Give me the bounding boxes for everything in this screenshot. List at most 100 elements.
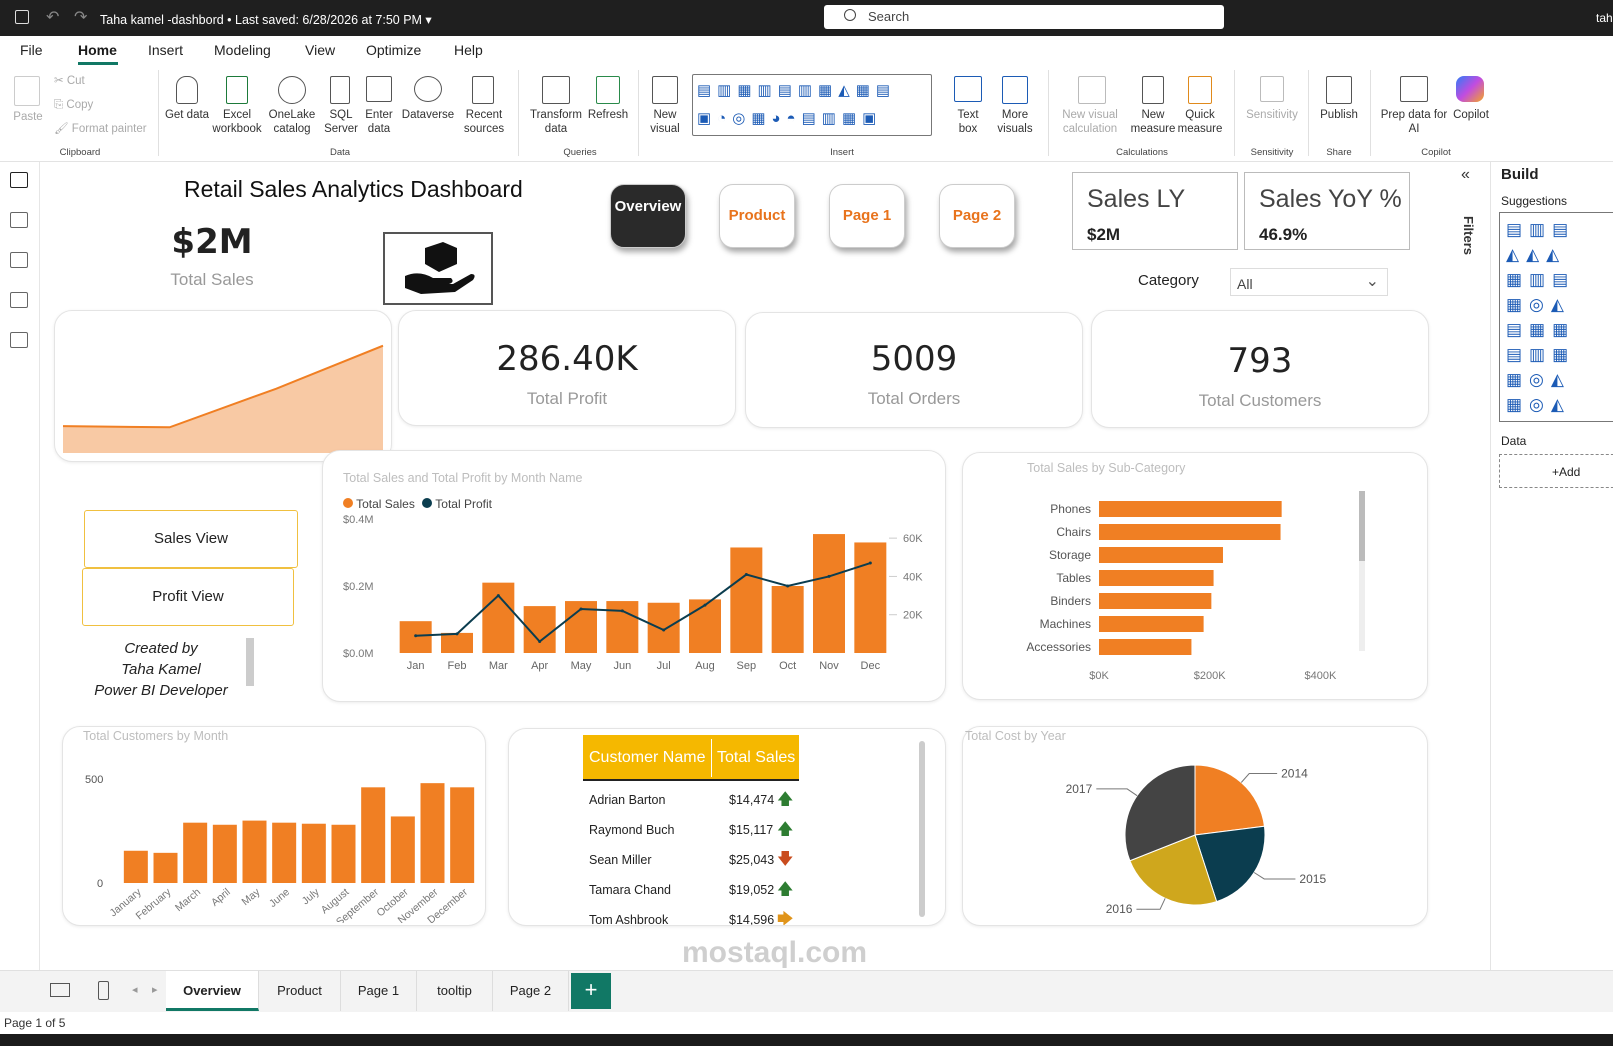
table-row[interactable]: Adrian Barton $14,474 🡅 xyxy=(583,785,799,815)
category-label: Binders xyxy=(1050,594,1091,608)
total-orders-card[interactable]: 5009 Total Orders xyxy=(745,312,1083,428)
collapse-icon[interactable]: « xyxy=(1461,166,1470,183)
table-row[interactable]: Raymond Buch $15,117 🡅 xyxy=(583,815,799,845)
mobile-layout-icon[interactable] xyxy=(98,981,109,1000)
get-data-button[interactable]: Get data xyxy=(164,109,210,121)
build-title: Build xyxy=(1501,166,1539,183)
format-painter-button[interactable]: 🖌 Format painter xyxy=(54,123,147,135)
enter-data-button[interactable]: Enter data xyxy=(365,109,393,135)
header-customer-name[interactable]: Customer Name xyxy=(589,749,706,766)
status-bar: Page 1 of 5 xyxy=(0,1012,1613,1034)
menu-file[interactable]: File xyxy=(20,42,43,58)
desktop-layout-icon[interactable] xyxy=(50,983,70,997)
y-tick-label: 500 xyxy=(85,774,103,786)
prep-data-ai-button[interactable]: Prep data for AI xyxy=(1380,109,1448,135)
menu-view[interactable]: View xyxy=(305,42,336,58)
category-label: Tables xyxy=(1056,571,1091,585)
text-box-button[interactable]: Text box xyxy=(957,109,979,135)
profit-point xyxy=(455,632,459,636)
nav-page2-button[interactable]: Page 2 xyxy=(939,184,1015,248)
customer-table-card[interactable]: Customer Name Total Sales Adrian Barton $… xyxy=(508,728,946,926)
sales-profit-month-title: Total Sales and Total Profit by Month Na… xyxy=(343,471,583,485)
more-visuals-button[interactable]: More visuals xyxy=(997,109,1033,135)
new-visual-icon xyxy=(652,76,678,104)
table-row[interactable]: Tom Ashbrook $14,596 🡆 xyxy=(583,905,799,925)
pie-leader-line xyxy=(1096,788,1138,797)
copilot-button[interactable]: Copilot xyxy=(1453,109,1489,121)
sales-view-button[interactable]: Sales View xyxy=(84,510,298,568)
model-view-icon[interactable] xyxy=(10,252,28,268)
category-slicer[interactable]: All ⌄ xyxy=(1230,268,1388,296)
nav-product-button[interactable]: Product xyxy=(719,184,795,248)
sales-profit-month-card[interactable]: Total Sales and Total Profit by Month Na… xyxy=(322,450,946,702)
tab-page1[interactable]: Page 1 xyxy=(341,971,417,1011)
profit-view-button[interactable]: Profit View xyxy=(82,568,294,626)
x-tick-label: Oct xyxy=(779,660,796,672)
header-total-sales[interactable]: Total Sales xyxy=(717,749,796,766)
cut-button[interactable]: ✂ Cut xyxy=(54,75,85,87)
table-row[interactable]: Tamara Chand $19,052 🡅 xyxy=(583,875,799,905)
nav-page1-button[interactable]: Page 1 xyxy=(829,184,905,248)
dax-query-icon[interactable] xyxy=(10,292,28,308)
category-label: Machines xyxy=(1040,617,1091,631)
paste-button[interactable]: Paste xyxy=(13,111,43,123)
new-visual-button[interactable]: New visual xyxy=(650,109,680,135)
tab-product[interactable]: Product xyxy=(259,971,341,1011)
table-view-icon[interactable] xyxy=(10,212,28,228)
sensitivity-button[interactable]: Sensitivity xyxy=(1246,109,1298,121)
build-pane: « Filters Build Suggestions ▤▥▤ ◭◭◭ ▦▥▤ … xyxy=(1461,162,1613,1012)
redo-icon[interactable]: ↷ xyxy=(74,9,88,26)
customers-month-card[interactable]: Total Customers by Month 500 0 January Febr… xyxy=(62,726,486,926)
table-scrollbar[interactable] xyxy=(919,741,925,917)
sql-server-button[interactable]: SQL Server xyxy=(324,109,358,135)
sales-yoy-value: 46.9% xyxy=(1259,225,1308,244)
recent-sources-button[interactable]: Recent sources xyxy=(463,109,505,135)
more-visuals-icon xyxy=(1002,76,1028,104)
tab-scroll-left-icon[interactable]: ◂ xyxy=(132,984,138,996)
quick-measure-button[interactable]: Quick measure xyxy=(1177,109,1223,135)
refresh-button[interactable]: Refresh xyxy=(587,109,629,121)
visual-gallery[interactable]: ▤▥▦▥▤▥▦◭▦▤ ▣◔◎▦◕◓▤▥▦▣ xyxy=(692,74,932,136)
os-taskbar xyxy=(0,1034,1613,1046)
search-box[interactable]: Search xyxy=(824,5,1224,29)
copy-button[interactable]: ⎘ Copy xyxy=(54,99,94,111)
subcategory-scrollbar[interactable] xyxy=(1359,491,1365,651)
transform-data-button[interactable]: Transform data xyxy=(530,109,582,135)
suggestions-label: Suggestions xyxy=(1501,194,1568,208)
tab-overview[interactable]: Overview xyxy=(166,971,259,1011)
subcategory-scroll-thumb[interactable] xyxy=(1359,491,1365,561)
tab-page2[interactable]: Page 2 xyxy=(493,971,569,1011)
nav-overview-button[interactable]: Overview xyxy=(610,184,686,248)
menu-insert[interactable]: Insert xyxy=(148,42,184,58)
visualization-gallery[interactable]: ▤▥▤ ◭◭◭ ▦▥▤ ▦◎◭ ▤▦▦ ▤▥▦ ▦◎◭ ▦◎◭ xyxy=(1499,212,1613,422)
undo-icon[interactable]: ↶ xyxy=(46,9,60,26)
user-name[interactable]: tah xyxy=(1596,11,1613,25)
new-measure-button[interactable]: New measure xyxy=(1130,109,1176,135)
publish-button[interactable]: Publish xyxy=(1320,109,1358,121)
menu-modeling[interactable]: Modeling xyxy=(214,42,271,58)
dataverse-button[interactable]: Dataverse xyxy=(401,109,455,121)
tmdl-view-icon[interactable] xyxy=(10,332,28,348)
total-customers-card[interactable]: 793 Total Customers xyxy=(1091,310,1429,428)
total-profit-card[interactable]: 286.40K Total Profit xyxy=(398,310,736,426)
cost-year-card[interactable]: Total Cost by Year 2014 2015 2016 2017 xyxy=(962,726,1428,926)
x-tick-label: April xyxy=(209,886,233,909)
add-page-button[interactable]: + xyxy=(571,973,611,1009)
add-data-button[interactable]: +Add xyxy=(1499,454,1613,488)
credit-scrollbar[interactable] xyxy=(246,638,254,686)
menu-home[interactable]: Home xyxy=(78,42,117,58)
tab-tooltip[interactable]: tooltip xyxy=(417,971,493,1011)
save-icon[interactable] xyxy=(15,10,29,24)
excel-workbook-button[interactable]: Excel workbook xyxy=(212,109,262,135)
customer-bar xyxy=(153,852,178,883)
sales-subcategory-card[interactable]: Total Sales by Sub-Category Phones Chairs… xyxy=(962,452,1428,700)
filters-tab[interactable]: Filters xyxy=(1461,216,1476,256)
table-row[interactable]: Sean Miller $25,043 🡇 xyxy=(583,845,799,875)
onelake-catalog-button[interactable]: OneLake catalog xyxy=(268,109,316,135)
menu-help[interactable]: Help xyxy=(454,42,483,58)
menu-optimize[interactable]: Optimize xyxy=(366,42,422,58)
tab-scroll-right-icon[interactable]: ▸ xyxy=(152,984,158,996)
report-view-icon[interactable] xyxy=(10,172,28,188)
sales-trend-card[interactable] xyxy=(54,310,392,462)
new-visual-calculation-button[interactable]: New visual calculation xyxy=(1062,109,1118,135)
